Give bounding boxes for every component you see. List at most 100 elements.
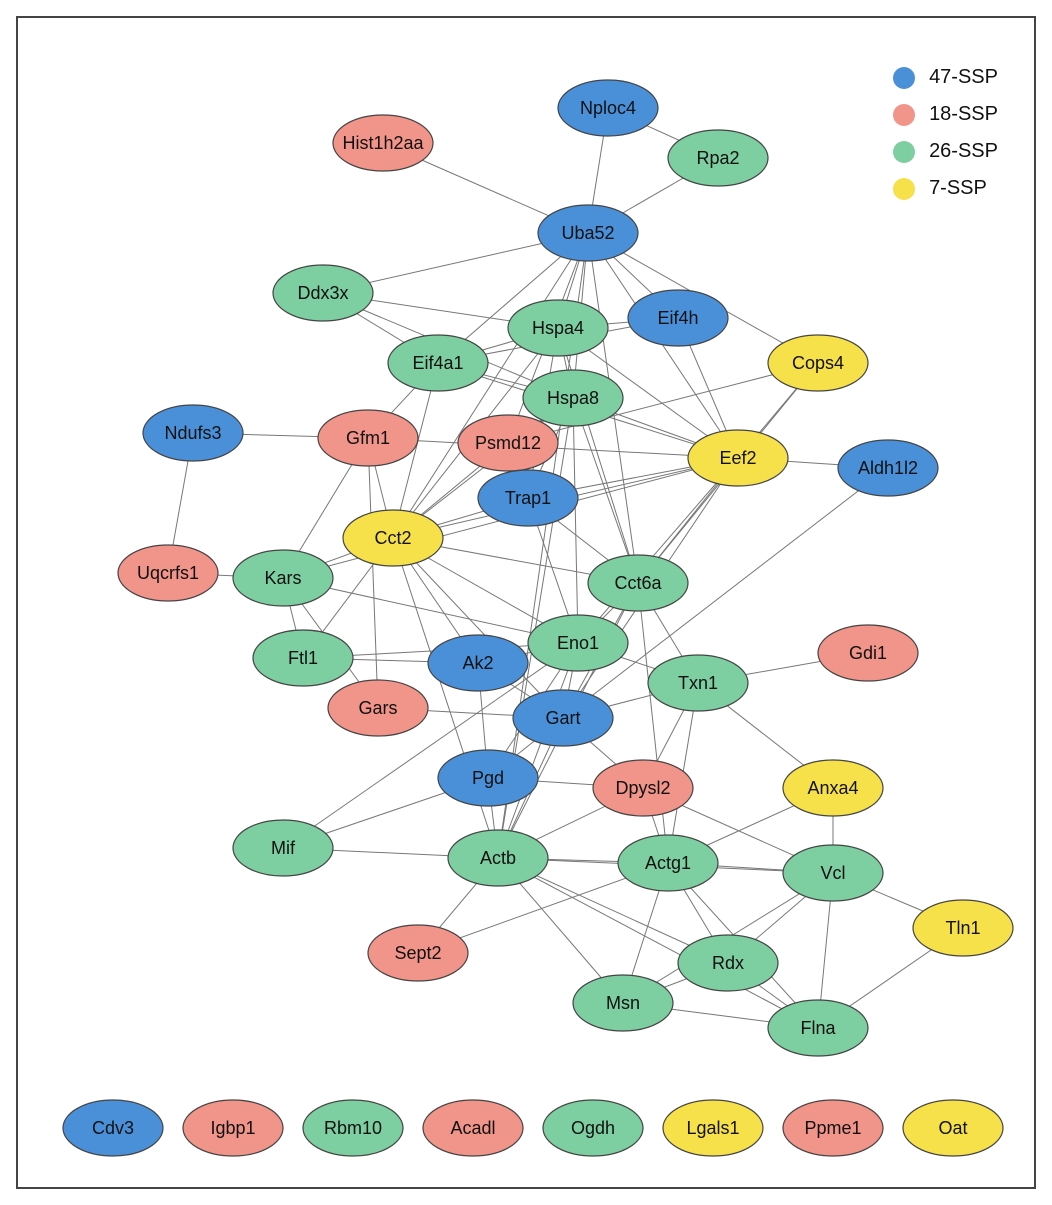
node-ellipse (143, 405, 243, 461)
node-Aldh1l2: Aldh1l2 (838, 440, 938, 496)
node-Pgd: Pgd (438, 750, 538, 806)
node-ellipse (678, 935, 778, 991)
node-ellipse (768, 1000, 868, 1056)
legend-item-47: 47-SSP (893, 66, 998, 89)
node-Anxa4: Anxa4 (783, 760, 883, 816)
node-ellipse (688, 430, 788, 486)
node-ellipse (478, 470, 578, 526)
legend-swatch-7 (893, 178, 915, 200)
node-ellipse (618, 835, 718, 891)
node-Kars: Kars (233, 550, 333, 606)
node-Trap1: Trap1 (478, 470, 578, 526)
node-ellipse (318, 410, 418, 466)
node-Msn: Msn (573, 975, 673, 1031)
node-ellipse (783, 845, 883, 901)
node-Actg1: Actg1 (618, 835, 718, 891)
node-ellipse (593, 760, 693, 816)
node-ellipse (783, 760, 883, 816)
node-Dpysl2: Dpysl2 (593, 760, 693, 816)
node-Tln1: Tln1 (913, 900, 1013, 956)
legend-label-47: 47-SSP (929, 66, 998, 89)
legend: 47-SSP 18-SSP 26-SSP 7-SSP (893, 66, 998, 214)
node-Hspa8: Hspa8 (523, 370, 623, 426)
node-ellipse (513, 690, 613, 746)
node-ellipse (538, 205, 638, 261)
node-Eif4a1: Eif4a1 (388, 335, 488, 391)
node-Cops4: Cops4 (768, 335, 868, 391)
node-ellipse (668, 130, 768, 186)
node-Ftl1: Ftl1 (253, 630, 353, 686)
node-ellipse (253, 630, 353, 686)
node-Flna: Flna (768, 1000, 868, 1056)
node-ellipse (333, 115, 433, 171)
node-ellipse (438, 750, 538, 806)
node-Txn1: Txn1 (648, 655, 748, 711)
node-ellipse (838, 440, 938, 496)
node-Gdi1: Gdi1 (818, 625, 918, 681)
edge (558, 328, 638, 583)
node-ellipse (118, 545, 218, 601)
edge (588, 233, 738, 458)
node-Ogdh: Ogdh (543, 1100, 643, 1156)
node-ellipse (648, 655, 748, 711)
node-Actb: Actb (448, 830, 548, 886)
node-Oat: Oat (903, 1100, 1003, 1156)
node-Uqcrfs1: Uqcrfs1 (118, 545, 218, 601)
node-Eno1: Eno1 (528, 615, 628, 671)
legend-item-26: 26-SSP (893, 140, 998, 163)
node-Hist1h2aa: Hist1h2aa (333, 115, 433, 171)
node-ellipse (328, 680, 428, 736)
node-ellipse (768, 335, 868, 391)
legend-label-18: 18-SSP (929, 103, 998, 126)
node-ellipse (528, 615, 628, 671)
node-ellipse (458, 415, 558, 471)
node-ellipse (368, 925, 468, 981)
node-ellipse (903, 1100, 1003, 1156)
node-ellipse (233, 820, 333, 876)
legend-swatch-47 (893, 67, 915, 89)
node-Igbp1: Igbp1 (183, 1100, 283, 1156)
legend-item-18: 18-SSP (893, 103, 998, 126)
node-Eif4h: Eif4h (628, 290, 728, 346)
node-Cct2: Cct2 (343, 510, 443, 566)
node-ellipse (423, 1100, 523, 1156)
node-ellipse (273, 265, 373, 321)
node-Vcl: Vcl (783, 845, 883, 901)
node-Ddx3x: Ddx3x (273, 265, 373, 321)
node-ellipse (63, 1100, 163, 1156)
node-ellipse (303, 1100, 403, 1156)
network-svg: Nploc4Hist1h2aaRpa2Uba52Ddx3xHspa4Eif4hE… (18, 18, 1034, 1187)
node-Cdv3: Cdv3 (63, 1100, 163, 1156)
node-Rbm10: Rbm10 (303, 1100, 403, 1156)
node-Gfm1: Gfm1 (318, 410, 418, 466)
legend-item-7: 7-SSP (893, 177, 998, 200)
node-Ppme1: Ppme1 (783, 1100, 883, 1156)
node-ellipse (183, 1100, 283, 1156)
node-Uba52: Uba52 (538, 205, 638, 261)
node-Cct6a: Cct6a (588, 555, 688, 611)
node-ellipse (818, 625, 918, 681)
diagram-frame: Nploc4Hist1h2aaRpa2Uba52Ddx3xHspa4Eif4hE… (16, 16, 1036, 1189)
node-ellipse (913, 900, 1013, 956)
node-ellipse (588, 555, 688, 611)
nodes-group: Nploc4Hist1h2aaRpa2Uba52Ddx3xHspa4Eif4hE… (63, 80, 1013, 1156)
node-ellipse (343, 510, 443, 566)
node-ellipse (573, 975, 673, 1031)
legend-label-26: 26-SSP (929, 140, 998, 163)
node-Gart: Gart (513, 690, 613, 746)
node-ellipse (508, 300, 608, 356)
node-Acadl: Acadl (423, 1100, 523, 1156)
legend-swatch-26 (893, 141, 915, 163)
node-Gars: Gars (328, 680, 428, 736)
edge (578, 458, 738, 643)
node-Psmd12: Psmd12 (458, 415, 558, 471)
node-ellipse (663, 1100, 763, 1156)
node-ellipse (783, 1100, 883, 1156)
node-ellipse (233, 550, 333, 606)
node-ellipse (448, 830, 548, 886)
node-Rdx: Rdx (678, 935, 778, 991)
node-Mif: Mif (233, 820, 333, 876)
legend-label-7: 7-SSP (929, 177, 987, 200)
edge (368, 438, 378, 708)
edge (573, 398, 578, 643)
